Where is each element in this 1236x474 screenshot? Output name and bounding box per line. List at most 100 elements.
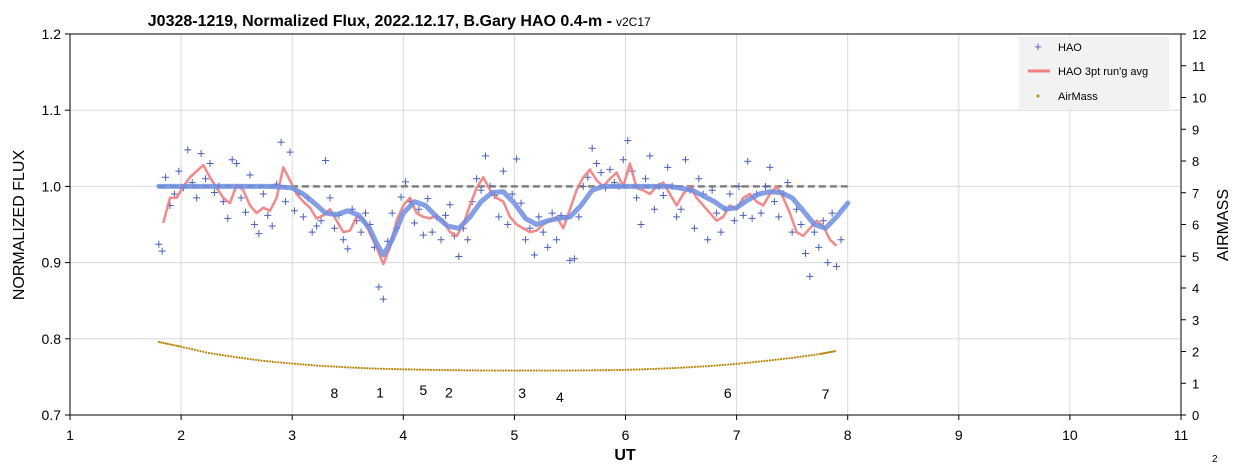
airmass-point [321,364,324,368]
airmass-point [749,361,752,364]
hao-point [673,213,681,221]
hao-point [362,209,370,217]
legend-airmass-marker [1036,94,1040,98]
airmass-point [624,368,627,372]
y-axis-ticks: 0.7 0.8 0.9 1.0 1.1 1.2 [42,26,70,423]
x-tick-label: 4 [399,427,407,443]
airmass-point [588,369,591,372]
hao-point [282,198,290,206]
airmass-point [274,360,277,364]
hao-point [388,209,396,217]
hao-point [228,156,236,164]
airmass-point [496,369,499,372]
hao-point [290,207,298,215]
airmass-point [729,363,733,366]
x-tick-label: 3 [288,427,296,443]
airmass-point [529,369,533,372]
x-tick-label: 11 [1174,427,1189,443]
airmass-point [388,367,391,371]
airmass-point [652,367,655,371]
hao-point [708,186,716,194]
airmass-point [546,369,549,372]
airmass-point [582,369,585,372]
hao-point [442,211,450,219]
y2-axis-label: AIRMASS [1215,189,1232,261]
airmass-point [732,363,735,366]
hao-point [464,236,472,244]
hao-point [641,175,649,183]
x-tick-label: 9 [955,427,963,443]
hao-point [664,163,672,171]
hao-point [495,213,503,221]
airmass-point [785,357,788,360]
airmass-point [510,369,513,372]
airmass-point [513,369,516,372]
hao-point [344,245,352,253]
airmass-point [329,365,333,368]
hao-point [766,163,774,171]
airmass-point [407,368,410,371]
hao-point [824,259,832,267]
hao-point [588,144,596,152]
airmass-point [502,369,505,372]
hao-point [313,222,321,230]
hao-point [197,150,205,158]
x-tick-label: 10 [1062,427,1078,443]
hao-point [428,228,436,236]
airmass-point [221,354,224,357]
airmass-point [516,369,519,372]
hao-point [579,182,587,190]
airmass-point [243,357,247,360]
hao-point [650,205,658,213]
airmass-point [657,367,660,370]
hao-point [255,230,263,238]
airmass-point [207,351,210,355]
hao-point [499,167,507,175]
hao-point [246,171,254,179]
hao-point [513,155,521,163]
y-tick-label: 0.8 [42,331,62,347]
hao-point [810,228,818,236]
airmass-point [604,369,608,372]
airmass-point [346,366,349,369]
airmass-point [585,369,588,372]
hao-point [504,221,512,228]
hao-point [175,167,183,175]
y2-tick-label: 2 [1192,345,1199,360]
annotation-label: 6 [724,385,732,401]
trend-series [156,183,851,258]
airmass-point [241,356,244,360]
airmass-point [621,368,624,372]
airmass-point [252,358,255,361]
hao-point [548,209,556,217]
airmass-point [493,369,497,372]
chart-title: J0328-1219, Normalized Flux, 2022.12.17,… [148,13,612,30]
airmass-point [435,368,438,372]
airmass-point [685,366,688,369]
airmass-point [468,369,472,372]
airmass-point [185,346,188,350]
airmass-point [382,367,385,370]
airmass-point [441,368,444,372]
hao-point [677,205,685,213]
airmass-point [218,353,222,356]
airmass-point [446,369,449,372]
airmass-point [718,364,722,367]
hao-point [210,188,218,196]
hao-point [357,228,365,236]
y-tick-label: 1.0 [42,178,62,194]
hao-point [646,152,654,160]
hao-point [375,283,383,291]
airmass-point [393,367,397,371]
x-tick-label: 6 [622,427,630,443]
airmass-point [482,369,485,372]
hao-point [659,192,667,200]
airmass-point [649,367,652,371]
airmass-point [235,356,238,359]
hao-point [508,190,516,198]
airmass-point [266,360,269,363]
airmass-point [566,369,569,372]
hao-point [770,198,778,206]
y2-tick-label: 7 [1192,186,1199,201]
airmass-point [366,367,369,370]
